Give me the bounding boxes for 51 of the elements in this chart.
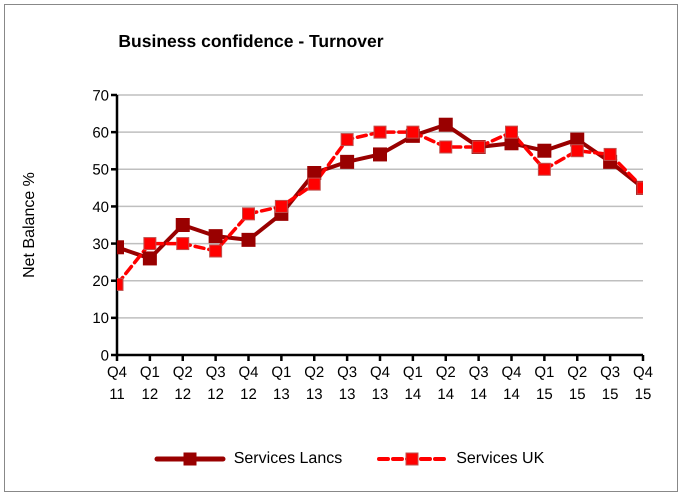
x-tick-label: Q1 12: [140, 364, 160, 403]
point: [373, 147, 387, 162]
x-tick-label: Q2 14: [436, 364, 456, 403]
point: [176, 218, 190, 232]
y-tick-label: 70: [92, 87, 109, 104]
point: [208, 229, 223, 244]
x-tick-label: Q4 13: [370, 364, 390, 403]
point: [505, 126, 518, 139]
point: [142, 251, 157, 266]
point: [143, 237, 156, 250]
legend-label: Services UK: [456, 450, 544, 468]
y-tick-label: 50: [92, 162, 109, 179]
point: [274, 200, 288, 213]
point: [340, 154, 354, 169]
point: [406, 126, 420, 139]
y-tick-label: 20: [92, 273, 109, 290]
point: [242, 232, 256, 247]
point: [308, 178, 321, 191]
x-tick-label: Q1 14: [402, 364, 423, 403]
point: [374, 126, 386, 139]
x-tick-label: Q1 15: [534, 364, 554, 403]
chart-title: Business confidence - Turnover: [117, 31, 385, 52]
point: [570, 144, 584, 158]
point: [242, 207, 255, 220]
legend-label: Services Lancs: [234, 450, 342, 468]
point: [209, 244, 222, 258]
x-tick-label: Q4 15: [632, 364, 654, 403]
y-axis-title: Net Balance %: [21, 172, 39, 278]
x-tick-label: Q1 13: [271, 364, 292, 403]
point: [176, 237, 190, 250]
y-tick-label: 30: [92, 236, 109, 253]
x-tick-label: Q4 12: [238, 364, 259, 403]
x-tick-label: Q4 14: [501, 364, 522, 403]
x-tick-label: Q3 15: [600, 364, 620, 403]
point: [438, 118, 453, 132]
y-tick-label: 60: [92, 124, 109, 142]
point: [537, 144, 552, 158]
x-tick-label: Q2 12: [172, 364, 193, 403]
point: [538, 162, 551, 176]
y-tick-label: 0: [100, 347, 109, 364]
point: [439, 140, 452, 154]
x-tick-label: Q3 12: [206, 364, 226, 403]
y-tick-label: 10: [92, 310, 109, 328]
x-tick-label: Q3 13: [337, 364, 358, 403]
point: [340, 133, 354, 146]
y-tick-label: 40: [92, 198, 109, 216]
point: [604, 148, 617, 161]
x-tick-label: Q4 11: [106, 364, 128, 403]
x-tick-label: Q2 13: [304, 364, 324, 403]
x-tick-label: Q3 14: [468, 364, 489, 403]
x-tick-label: Q2 15: [567, 364, 588, 403]
